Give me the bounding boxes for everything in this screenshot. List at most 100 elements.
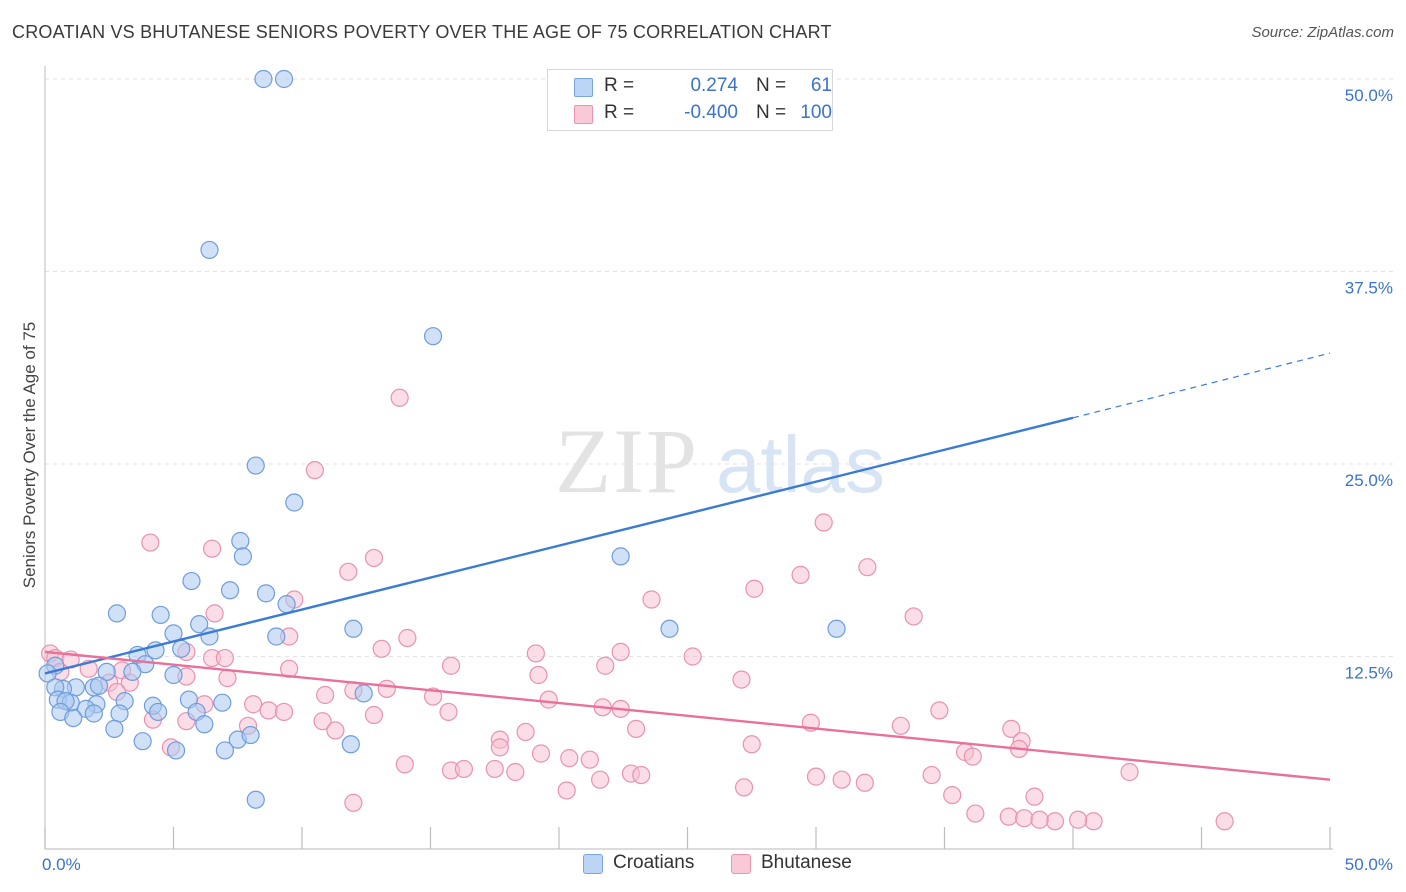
bhutanese-point — [1215, 812, 1234, 831]
bhutanese-point — [344, 793, 363, 812]
croatian-point — [105, 719, 124, 738]
croatian-point — [166, 741, 186, 760]
correlation-legend: R = 0.274 N = 61 R = -0.400 N = 100 — [547, 69, 833, 131]
gridlines — [45, 78, 1395, 657]
tick-labels: 12.5% 25.0% 37.5% 50.0% 0.0% 50.0% — [42, 86, 1393, 874]
bhutanese-point — [1120, 762, 1139, 782]
bhutanese-point — [745, 579, 764, 598]
croatian-point — [285, 493, 304, 512]
bhutanese-point — [734, 778, 754, 797]
bhutanese-point — [732, 670, 751, 689]
croatian-point — [123, 662, 142, 682]
bhutanese-point — [1084, 812, 1103, 831]
croatian-point — [190, 615, 209, 634]
bhutanese-point — [441, 656, 461, 675]
r-value: -0.400 — [684, 102, 738, 123]
croatian-point — [89, 676, 109, 695]
bhutanese-point — [596, 656, 615, 675]
bhutanese-point — [611, 642, 630, 661]
y-tick-label: 50.0% — [1345, 86, 1393, 105]
bhutanese-point — [377, 679, 396, 698]
bhutanese-point — [490, 738, 509, 757]
croatian-point — [84, 704, 103, 723]
croatian-point — [423, 327, 443, 346]
legend-croatians-label: Croatians — [613, 852, 695, 873]
x-tick-label: 50.0% — [1345, 855, 1393, 874]
watermark-atlas: atlas — [716, 420, 885, 509]
croatian-point — [246, 456, 265, 475]
y-tick-label: 12.5% — [1345, 664, 1393, 683]
n-value: 61 — [810, 75, 832, 96]
bhutanese-point — [1030, 810, 1049, 829]
chart-title: CROATIAN VS BHUTANESE SENIORS POVERTY OV… — [12, 22, 832, 42]
bhutanese-point — [205, 604, 224, 623]
croatian-point — [660, 619, 679, 638]
bhutanese-point — [1025, 787, 1044, 806]
croatian-point — [148, 702, 168, 722]
bhutanese-point — [999, 807, 1018, 826]
bhutanese-point — [339, 562, 358, 581]
croatian-point — [97, 662, 116, 682]
bhutanese-point — [529, 665, 548, 685]
croatian-point — [344, 619, 363, 638]
bhutanese-point — [274, 702, 294, 722]
croatian-point — [254, 69, 273, 89]
bhutanese-point — [390, 388, 409, 407]
bhutanese-point — [1045, 812, 1065, 831]
bhutanese-point — [141, 533, 160, 552]
bhutanese-point — [626, 719, 646, 738]
bhutanese-point — [516, 722, 535, 742]
bhutanese-point — [244, 695, 263, 714]
croatian-point — [133, 732, 152, 751]
croatian-point — [611, 547, 630, 566]
croatian-point — [233, 547, 252, 566]
croatian-point — [110, 704, 129, 723]
bhutanese-point — [539, 690, 558, 709]
croatian-point — [213, 693, 232, 712]
croatian-point — [107, 604, 127, 623]
bhutanese-point — [904, 607, 923, 626]
bhutanese-swatch — [731, 854, 751, 874]
croatians-swatch — [583, 854, 603, 874]
bhutanese-point — [485, 759, 504, 779]
bhutanese-point — [259, 701, 278, 720]
bhutanese-point — [832, 770, 851, 789]
bhutanese-point — [439, 702, 458, 722]
croatians-trend-line — [44, 416, 1074, 675]
bhutanese-point — [642, 590, 661, 609]
bhutanese-point — [372, 639, 391, 658]
bhutanese-trend-line — [44, 650, 1331, 781]
croatian-point — [274, 69, 294, 89]
croatians-swatch — [574, 78, 593, 97]
bhutanese-swatch — [574, 105, 593, 124]
croatian-point — [241, 725, 260, 745]
bhutanese-point — [423, 687, 443, 706]
croatian-point — [267, 627, 286, 646]
x-tick-label: 0.0% — [42, 855, 81, 874]
bhutanese-point — [930, 701, 949, 720]
bhutanese-point — [395, 755, 414, 774]
bhutanese-point — [966, 804, 985, 823]
bhutanese-point — [632, 765, 651, 785]
bhutanese-point — [557, 781, 576, 800]
bhutanese-point — [364, 705, 384, 725]
bhutanese-point — [316, 685, 335, 705]
bhutanese-point — [313, 712, 332, 731]
watermark-zip: ZIP — [555, 410, 699, 512]
bhutanese-point — [398, 628, 417, 648]
bhutanese-point — [814, 513, 833, 532]
bhutanese-point — [531, 744, 551, 763]
r-value: 0.274 — [690, 75, 738, 96]
bhutanese-point — [215, 648, 234, 668]
croatian-point — [200, 240, 219, 260]
bhutanese-point — [1002, 719, 1021, 738]
axes — [44, 66, 1333, 850]
croatian-point — [277, 595, 296, 614]
croatian-point — [164, 665, 183, 685]
croatians-trend-extension — [1072, 352, 1331, 419]
source-label: Source: ZipAtlas.com — [1251, 24, 1394, 41]
bhutanese-point — [591, 770, 610, 789]
croatian-point — [172, 639, 191, 658]
n-value: 100 — [800, 102, 832, 123]
